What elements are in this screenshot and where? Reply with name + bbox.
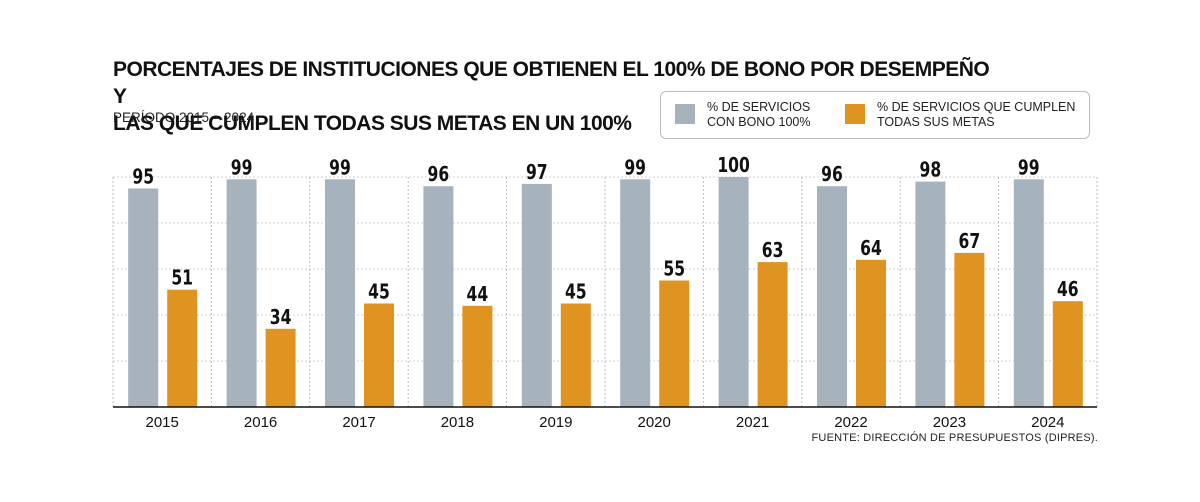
x-tick-label: 2015 [146,414,179,431]
data-label-metas: 51 [171,267,193,290]
x-tick-label: 2018 [441,414,474,431]
chart-title-line-2: LAS QUE CUMPLEN TODAS SUS METAS EN UN 10… [113,112,632,135]
data-label-bono: 99 [329,156,351,179]
legend-swatch-metas [845,104,865,124]
bar-metas [757,262,788,407]
data-label-bono: 99 [231,156,253,179]
data-label-metas: 64 [860,237,882,260]
bar-bono [325,179,355,407]
legend-label-metas: % DE SERVICIOS QUE CUMPLEN TODAS SUS MET… [877,100,1076,129]
bar-metas [167,289,198,407]
data-label-bono: 96 [821,163,843,186]
x-tick-label: 2024 [1031,414,1064,431]
data-label-bono: 96 [428,163,450,186]
data-label-metas: 45 [565,281,587,304]
data-label-metas: 46 [1057,278,1079,301]
bar-metas [265,328,296,407]
legend-item-bono: % DE SERVICIOS CON BONO 100% [675,100,811,130]
bar-bono [718,177,749,407]
data-label-metas: 45 [368,281,390,304]
x-tick-label: 2022 [834,414,867,431]
data-label-bono: 99 [1018,156,1040,179]
data-label-metas: 63 [762,239,784,262]
chart-title: PORCENTAJES DE INSTITUCIONES QUE OBTIENE… [113,56,993,137]
data-label-metas: 67 [959,230,981,253]
bar-bono [521,183,552,407]
data-label-metas: 55 [663,258,685,281]
legend-label-bono: % DE SERVICIOS CON BONO 100% [707,100,811,129]
bar-bono [226,179,257,407]
x-tick-label: 2017 [342,414,375,431]
x-tick-label: 2019 [539,414,572,431]
x-tick-label: 2021 [736,414,769,431]
chart-title-line-1: PORCENTAJES DE INSTITUCIONES QUE OBTIENE… [113,58,990,108]
bar-metas [856,259,886,407]
data-label-bono: 99 [624,156,646,179]
x-tick-label: 2020 [638,414,671,431]
chart-subtitle: PERÍODO 2015 – 2024 [113,110,255,125]
bar-bono [128,188,159,407]
data-label-bono: 97 [526,161,548,184]
bar-bono [1013,179,1044,407]
data-label-bono: 100 [717,154,750,177]
bar-metas [364,303,394,407]
legend: % DE SERVICIOS CON BONO 100% % DE SERVIC… [660,91,1090,139]
legend-item-metas: % DE SERVICIOS QUE CUMPLEN TODAS SUS MET… [845,100,1075,130]
bar-metas [1052,301,1083,407]
data-label-bono: 95 [132,166,154,189]
bar-metas [954,252,985,407]
bar-bono [817,186,847,407]
bar-metas [462,305,493,407]
bar-bono [423,186,454,407]
x-tick-label: 2023 [933,414,966,431]
data-label-metas: 44 [467,283,489,306]
data-label-metas: 34 [270,306,292,329]
data-label-bono: 98 [920,159,942,182]
bar-metas [560,303,591,407]
x-tick-label: 2016 [244,414,277,431]
legend-swatch-bono [675,104,695,124]
bar-metas [659,280,690,407]
bar-bono [620,179,651,407]
bar-bono [915,181,946,407]
source-note: FUENTE: DIRECCIÓN DE PRESUPUESTOS (DIPRE… [811,432,1098,444]
